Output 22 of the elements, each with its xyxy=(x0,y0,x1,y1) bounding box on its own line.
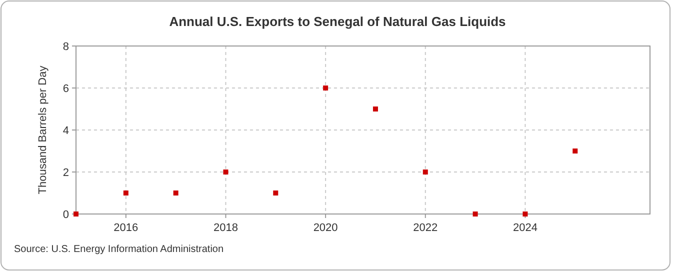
point xyxy=(472,212,478,216)
x-tick-label: 2016 xyxy=(114,222,138,234)
x-tick-label: 2022 xyxy=(413,222,438,234)
x-tick-label: 2018 xyxy=(213,222,238,234)
point xyxy=(372,106,378,112)
point xyxy=(572,148,578,154)
point xyxy=(223,170,228,174)
y-tick-label: 4 xyxy=(62,125,69,137)
chart-title: Annual U.S. Exports to Senegal of Natural Gas Liquids xyxy=(169,14,506,29)
point xyxy=(273,190,278,196)
x-tick-label: 2024 xyxy=(512,222,538,234)
y-tick-label: 0 xyxy=(62,209,69,221)
point xyxy=(323,86,328,90)
x-tick-label: 2020 xyxy=(313,222,338,234)
y-tick-label: 6 xyxy=(62,83,69,95)
y-tick-label: 8 xyxy=(62,41,69,53)
point xyxy=(422,170,428,174)
point xyxy=(123,190,128,196)
source-note: Source: U.S. Energy Information Administration xyxy=(14,244,224,255)
point xyxy=(173,190,178,196)
y-tick-label: 2 xyxy=(62,167,69,179)
y-axis-title: Thousand Barrels per Day xyxy=(37,65,49,194)
